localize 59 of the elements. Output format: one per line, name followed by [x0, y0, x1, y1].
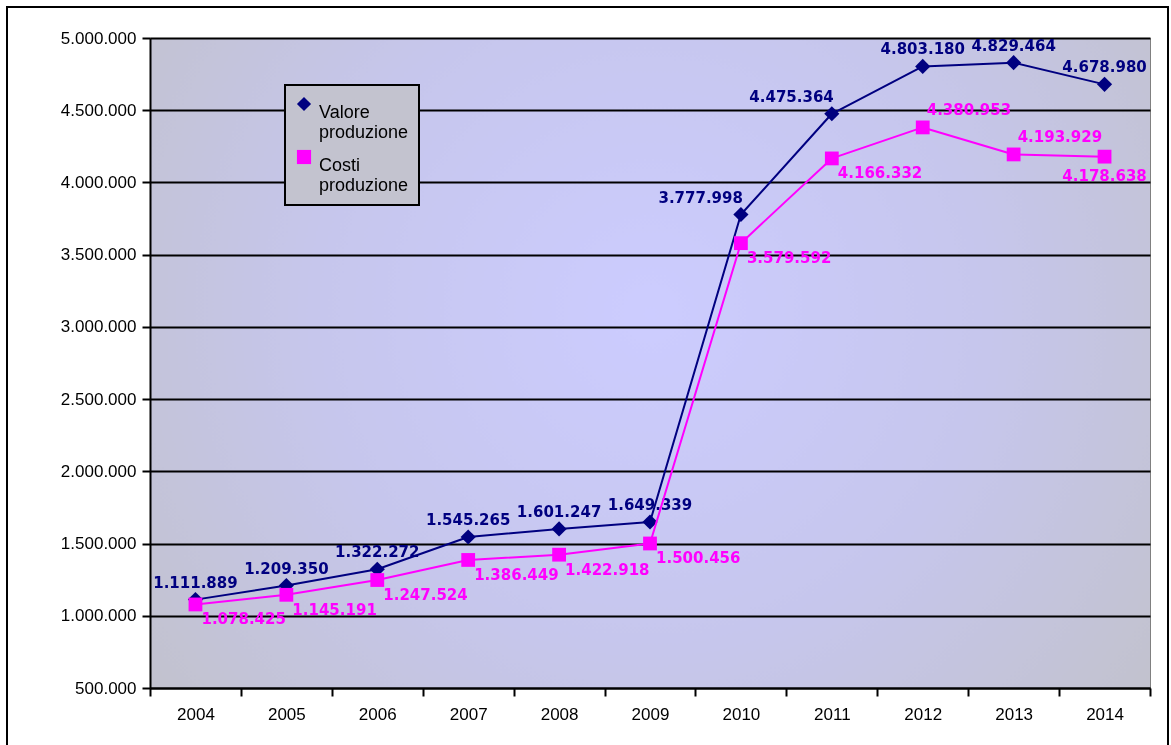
point [279, 587, 294, 602]
data-label: 1.601.247 [516, 502, 602, 521]
x-tick-label: 2014 [1086, 704, 1124, 724]
point [461, 553, 476, 567]
point [915, 58, 931, 75]
legend-label: Costi produzione [319, 155, 409, 195]
y-tick-label: 5.000.000 [60, 28, 137, 48]
y-tick-label: 4.000.000 [60, 172, 137, 192]
point [1097, 149, 1112, 164]
point [552, 547, 566, 562]
data-label: 4.166.332 [837, 164, 923, 183]
data-label: 3.777.998 [658, 188, 743, 207]
data-label: 4.178.638 [1062, 166, 1147, 185]
x-tick-label: 2005 [267, 704, 306, 724]
y-tick-label: 2.500.000 [60, 389, 137, 409]
data-label: 4.829.464 [971, 36, 1056, 55]
x-tick-label: 2011 [814, 704, 851, 724]
y-tick-label: 4.500.000 [60, 100, 137, 120]
x-tick-label: 2013 [995, 704, 1034, 724]
data-label: 1.386.449 [474, 565, 559, 584]
point [370, 573, 385, 587]
data-label: 4.803.180 [880, 40, 965, 59]
data-label: 4.475.364 [749, 87, 834, 106]
x-tick-label: 2008 [540, 704, 579, 724]
data-label: 1.209.350 [244, 559, 329, 578]
point [824, 106, 840, 122]
point [1096, 76, 1113, 92]
y-tick-label: 1.000.000 [60, 606, 137, 626]
y-tick-label: 3.000.000 [60, 317, 137, 337]
data-label: 4.678.980 [1062, 58, 1147, 77]
x-tick-label: 2007 [449, 704, 488, 724]
point [642, 514, 658, 530]
point [915, 120, 930, 135]
y-tick-label: 1.500.000 [60, 534, 137, 554]
data-label: 1.500.456 [656, 549, 741, 568]
point [460, 529, 476, 545]
point [824, 151, 839, 166]
point [1006, 147, 1021, 162]
data-label: 1.322.272 [335, 543, 420, 562]
data-label: 1.545.265 [425, 511, 511, 530]
x-tick-label: 2010 [722, 704, 761, 724]
point [734, 236, 748, 251]
legend-label: Valore produzione [319, 102, 409, 142]
point [733, 206, 749, 223]
x-tick-label: 2006 [358, 704, 397, 724]
x-tick-label: 2004 [177, 704, 215, 724]
y-tick-label: 500.000 [75, 678, 137, 698]
data-label: 1.247.524 [383, 586, 468, 605]
point [1006, 55, 1022, 71]
data-label: 1.111.889 [153, 573, 238, 592]
y-tick-label: 2.000.000 [60, 461, 137, 481]
data-label: 1.422.918 [565, 560, 650, 579]
x-tick-label: 2009 [631, 704, 670, 724]
data-label: 1.145.191 [292, 600, 377, 619]
data-label: 4.193.929 [1017, 128, 1103, 147]
y-tick-label: 3.500.000 [60, 245, 137, 265]
point [643, 536, 657, 551]
point [551, 521, 567, 537]
x-tick-label: 2012 [904, 704, 943, 724]
